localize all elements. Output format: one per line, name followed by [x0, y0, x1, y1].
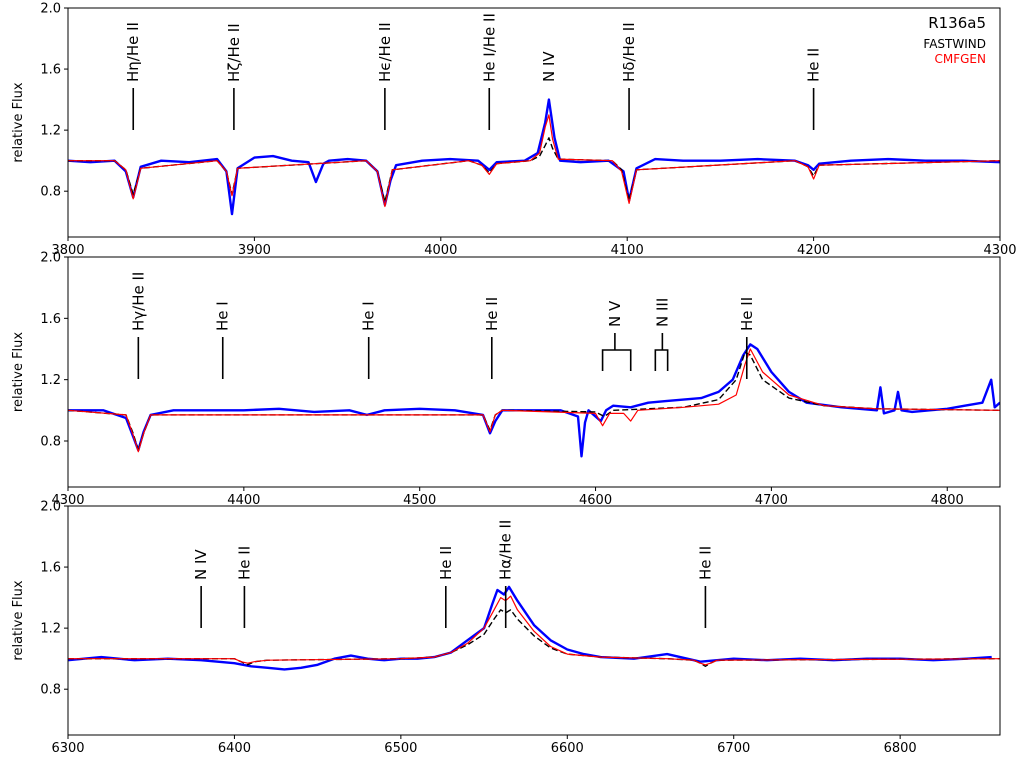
- line-id-marker: Hζ/He II: [225, 23, 243, 130]
- line-id-marker: Hϵ/He II: [376, 22, 394, 130]
- y-tick-label: 1.6: [40, 312, 61, 327]
- y-axis-label: relative Flux: [11, 82, 26, 162]
- legend-entry-cmfgen: CMFGEN: [935, 52, 987, 66]
- x-tick-label: 4300: [983, 243, 1016, 258]
- series-cmfgen-line: [68, 348, 1000, 453]
- x-tick-label: 6700: [717, 741, 750, 756]
- line-id-label: N III: [653, 298, 671, 327]
- y-tick-label: 2.0: [40, 2, 61, 17]
- x-tick-label: 6600: [551, 741, 584, 756]
- line-id-label: Hη/He II: [124, 22, 142, 82]
- line-id-label: N IV: [192, 549, 210, 580]
- line-id-label: He II: [805, 48, 823, 82]
- line-id-label: He II: [696, 546, 714, 580]
- y-axis-label: relative Flux: [11, 332, 26, 412]
- line-id-label: He II: [738, 297, 756, 331]
- x-tick-label: 4600: [579, 493, 612, 508]
- line-id-marker: Hδ/He II: [620, 22, 638, 130]
- x-tick-label: 4400: [227, 493, 260, 508]
- line-id-label: He I: [360, 301, 378, 331]
- series-observed-line: [68, 585, 992, 671]
- x-tick-label: 6300: [51, 741, 84, 756]
- y-tick-label: 0.8: [40, 435, 61, 450]
- line-id-label: Hδ/He II: [620, 22, 638, 82]
- y-tick-label: 0.8: [40, 683, 61, 698]
- line-id-label: Hζ/He II: [225, 23, 243, 82]
- line-id-label: Hγ/He II: [129, 272, 147, 331]
- line-id-marker: N III: [653, 298, 671, 371]
- line-id-marker: He II: [738, 297, 756, 379]
- line-id-label: Hα/He II: [497, 520, 515, 580]
- y-axis-label: relative Flux: [11, 580, 26, 660]
- y-tick-label: 1.2: [40, 373, 61, 388]
- line-id-marker: He II: [235, 546, 253, 628]
- x-tick-label: 4700: [755, 493, 788, 508]
- series-fastwind-line: [68, 137, 1000, 203]
- line-id-label: He II: [437, 546, 455, 580]
- line-id-marker: Hη/He II: [124, 22, 142, 130]
- line-id-marker: He II: [437, 546, 455, 628]
- y-tick-label: 1.2: [40, 124, 61, 139]
- legend-entry-fastwind: FASTWIND: [923, 37, 986, 51]
- x-tick-label: 4000: [424, 243, 457, 258]
- line-id-label: N IV: [540, 51, 558, 82]
- series-cmfgen-line: [68, 595, 1000, 666]
- line-id-label: Hϵ/He II: [376, 22, 394, 82]
- x-tick-label: 6500: [384, 741, 417, 756]
- line-id-label: N V: [606, 300, 624, 327]
- y-tick-label: 2.0: [40, 251, 61, 266]
- line-id-marker: He II: [696, 546, 714, 628]
- line-id-marker: N V: [601, 300, 632, 371]
- line-id-marker: He II: [483, 297, 501, 379]
- legend-title: R136a5: [928, 14, 986, 32]
- x-tick-label: 4800: [931, 493, 964, 508]
- line-id-marker: He II: [805, 48, 823, 130]
- line-id-marker: Hγ/He II: [129, 272, 147, 379]
- x-tick-label: 6400: [218, 741, 251, 756]
- series-cmfgen-line: [68, 114, 1000, 208]
- axes-frame: [67, 505, 1001, 736]
- panel-1: 3800 3900 4000 4100 4200 4300 0.8 1.2 1.6 2.0 rela…: [11, 2, 1017, 259]
- series-observed-line: [68, 343, 1000, 458]
- x-tick-label: 4200: [797, 243, 830, 258]
- y-tick-label: 0.8: [40, 185, 61, 200]
- line-id-label: He II: [483, 297, 501, 331]
- y-tick-label: 1.2: [40, 622, 61, 637]
- line-id-marker: He I/He II: [480, 13, 498, 130]
- x-tick-label: 3800: [51, 243, 84, 258]
- y-tick-label: 2.0: [40, 500, 61, 515]
- panel-3: 6300 6400 6500 6600 6700 6800 0.8 1.2 1.6 2.0 rela…: [11, 500, 1001, 756]
- x-tick-label: 6800: [884, 741, 917, 756]
- x-tick-label: 4500: [403, 493, 436, 508]
- line-id-marker: He I: [360, 301, 378, 379]
- series-observed-line: [68, 98, 1000, 216]
- x-tick-label: 3900: [238, 243, 271, 258]
- line-id-marker: N IV: [540, 51, 558, 82]
- panel-2: 4300 4400 4500 4600 4700 4800 0.8 1.2 1.6 2.0 rela…: [11, 251, 1001, 508]
- line-id-label: He I/He II: [480, 13, 498, 82]
- x-tick-label: 4300: [51, 493, 84, 508]
- line-id-marker: He I: [214, 301, 232, 379]
- line-id-label: He II: [235, 546, 253, 580]
- y-tick-label: 1.6: [40, 561, 61, 576]
- axes-frame: [67, 256, 1001, 488]
- axes-frame: [67, 7, 1001, 238]
- x-tick-label: 4100: [611, 243, 644, 258]
- line-id-marker: N IV: [192, 549, 210, 628]
- line-id-label: He I: [214, 301, 232, 331]
- line-id-marker: Hα/He II: [497, 520, 515, 628]
- y-tick-label: 1.6: [40, 63, 61, 78]
- series-fastwind-line: [68, 351, 1000, 451]
